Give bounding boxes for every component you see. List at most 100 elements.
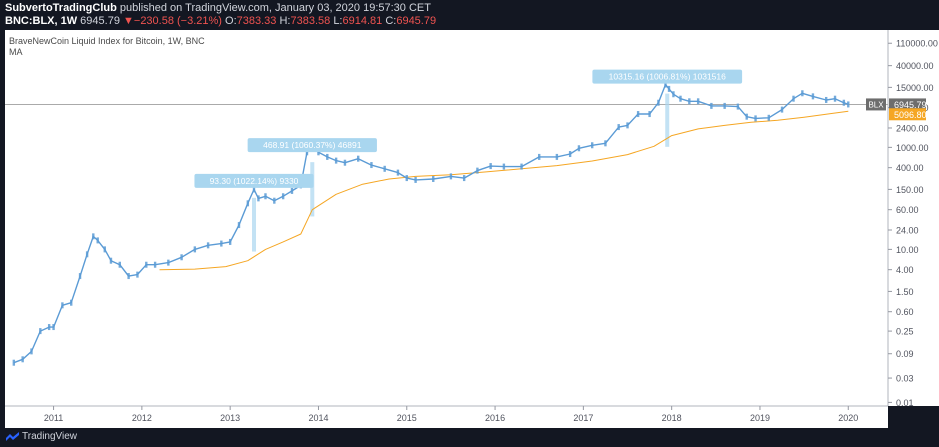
candle [21, 356, 24, 363]
candle [96, 237, 99, 244]
candle [383, 165, 386, 172]
close-label: C: [385, 15, 397, 27]
candle [617, 124, 620, 131]
y-tick-label: 60.00 [896, 205, 919, 215]
y-tick-label: 400.00 [896, 163, 924, 173]
candle [357, 155, 360, 162]
x-tick-label: 2015 [397, 413, 417, 423]
x-tick-label: 2016 [485, 413, 505, 423]
y-tick-label: 0.09 [896, 349, 914, 359]
x-tick-label: 2014 [308, 413, 328, 423]
candle [281, 193, 285, 200]
candle [61, 302, 64, 309]
last-price: 6945.79 [80, 15, 120, 27]
candle [153, 261, 157, 268]
plot-background [5, 30, 888, 406]
candle [688, 98, 691, 105]
candle [745, 113, 748, 120]
ohlc-line: BNC:BLX, 1W 6945.79 ▼−230.58 (−3.21%) O:… [5, 15, 436, 27]
range-highlight [310, 162, 315, 217]
price-chart[interactable]: 110000.0040000.0015000.006000.002400.001… [0, 28, 939, 428]
legend-indicator[interactable]: MA [9, 47, 23, 57]
candle [343, 159, 347, 166]
candle [136, 271, 139, 278]
candle [667, 85, 671, 92]
time-axis-panel [5, 406, 888, 428]
y-tick-label: 24.00 [896, 225, 919, 235]
change-arrow: ▼ [123, 15, 134, 27]
publish-info: SubvertoTradingClub published on Trading… [5, 2, 431, 14]
close-value: 6945.79 [396, 15, 437, 27]
candle [604, 140, 607, 147]
candle [801, 90, 804, 97]
candle [228, 238, 232, 245]
candle [85, 251, 89, 258]
ma-line[interactable] [159, 110, 849, 271]
candle [657, 99, 660, 106]
candle [30, 348, 33, 355]
candle [520, 163, 523, 170]
range-callout[interactable] [194, 173, 314, 188]
candle [167, 259, 170, 266]
price-tag-label: 6945.79 [894, 100, 927, 110]
chart-area[interactable]: 110000.0040000.0015000.006000.002400.001… [0, 28, 939, 428]
open-label: O: [225, 15, 237, 27]
legend-title: BraveNewCoin Liquid Index for Bitcoin, 1… [9, 36, 205, 46]
candle [577, 145, 581, 152]
high-value: 7383.58 [290, 15, 331, 27]
range-callout-label: 93.30 (1022.14%) 9330 [210, 176, 299, 186]
candle [824, 96, 828, 103]
candle [257, 195, 260, 202]
y-tick-label: 4.00 [896, 265, 914, 275]
candle [754, 115, 757, 122]
range-highlight [665, 93, 670, 147]
candle [449, 173, 453, 180]
blx-price-line[interactable] [13, 83, 849, 364]
footer-bar: TradingView [0, 428, 939, 447]
candle [648, 111, 651, 118]
x-tick-label: 2011 [44, 413, 63, 423]
candle [252, 186, 256, 193]
candle [462, 175, 466, 182]
y-tick-label: 0.25 [896, 327, 914, 337]
candle [78, 273, 82, 280]
x-tick-label: 2018 [662, 413, 682, 423]
candle [767, 114, 770, 121]
candle [317, 149, 320, 156]
candle [127, 273, 130, 280]
candle [792, 95, 795, 102]
change-value: −230.58 (−3.21%) [133, 15, 222, 27]
y-tick-label: 0.01 [896, 398, 914, 408]
brand-name[interactable]: TradingView [22, 431, 78, 442]
candle [145, 261, 148, 268]
candle [476, 167, 479, 174]
candle [679, 95, 682, 102]
range-callout[interactable] [592, 69, 743, 84]
y-tick-label: 1000.00 [896, 143, 929, 153]
candle [502, 163, 506, 170]
candle [290, 187, 294, 194]
y-tick-label: 150.00 [896, 185, 924, 195]
candle [736, 103, 740, 110]
candle [847, 101, 850, 108]
range-callout[interactable] [247, 138, 377, 153]
y-tick-label: 0.60 [896, 307, 914, 317]
high-label: H: [279, 15, 291, 27]
candle [180, 254, 183, 261]
candle [833, 95, 837, 102]
x-tick-label: 2019 [750, 413, 770, 423]
y-tick-label: 2400.00 [896, 123, 929, 133]
x-tick-label: 2013 [220, 413, 240, 423]
tradingview-logo-icon [6, 432, 19, 441]
candle [723, 102, 726, 109]
candle [568, 151, 572, 158]
series-name-label: BLX [868, 100, 884, 109]
author-name[interactable]: SubvertoTradingClub [5, 2, 117, 14]
symbol-label: BNC:BLX, 1W [5, 15, 78, 27]
series-name-tag [866, 98, 886, 111]
range-callout-label: 10315.16 (1006.81%) 1031516 [609, 72, 726, 82]
price-tag-label: 5096.80 [894, 110, 927, 120]
candle [405, 175, 408, 182]
price-tag [889, 98, 926, 111]
candle [334, 157, 338, 164]
